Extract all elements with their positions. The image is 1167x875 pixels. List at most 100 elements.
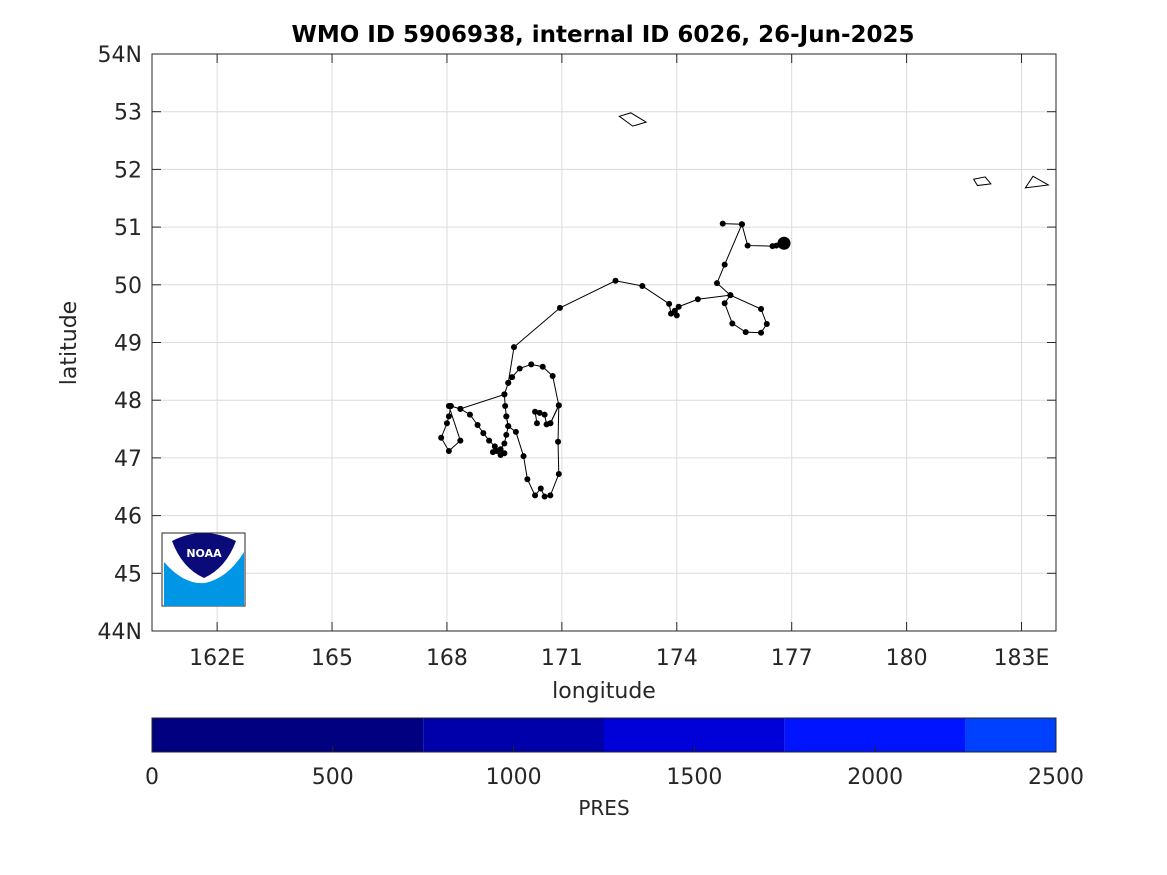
noaa-logo-text: NOAA xyxy=(186,547,222,560)
colorbar-band xyxy=(152,718,424,752)
trajectory-loop-path xyxy=(505,405,560,498)
colorbar-tick-label: 1500 xyxy=(666,765,722,790)
profile-position-marker xyxy=(758,306,765,313)
land-outlines xyxy=(618,112,1050,189)
profile-position-marker xyxy=(520,453,527,460)
profile-position-marker xyxy=(532,408,539,415)
profile-position-marker xyxy=(721,261,728,268)
x-tick-label: 177 xyxy=(771,646,813,671)
x-axis-label: longitude xyxy=(552,679,656,704)
y-tick-label: 48 xyxy=(114,389,142,414)
profile-position-marker xyxy=(541,493,548,500)
profile-position-marker xyxy=(536,409,543,416)
profile-position-marker xyxy=(533,420,540,427)
profile-position-marker xyxy=(719,220,726,227)
x-tick-label: 165 xyxy=(311,646,353,671)
profile-position-marker xyxy=(694,296,701,303)
profile-position-marker xyxy=(497,452,504,459)
profile-position-marker xyxy=(457,405,464,412)
profile-position-marker xyxy=(502,402,509,409)
colorbar-tick-label: 2500 xyxy=(1028,765,1084,790)
profile-position-marker xyxy=(505,379,512,386)
x-tick-label: 171 xyxy=(541,646,583,671)
profile-position-marker xyxy=(541,411,548,418)
profile-position-marker xyxy=(509,374,516,381)
profile-position-marker xyxy=(729,320,736,327)
profile-position-marker xyxy=(501,440,508,447)
x-tick-label: 168 xyxy=(426,646,468,671)
x-tick-label: 183E xyxy=(994,646,1050,671)
profile-position-marker xyxy=(758,329,765,336)
profile-position-marker xyxy=(474,422,481,429)
x-tick-label: 180 xyxy=(886,646,928,671)
profile-position-marker xyxy=(714,280,720,287)
y-tick-label: 50 xyxy=(114,274,142,299)
colorbar-tick-label: 500 xyxy=(312,765,354,790)
profile-position-marker xyxy=(549,372,556,379)
y-tick-label: 54N xyxy=(98,43,142,68)
profile-position-marker xyxy=(744,242,751,249)
profile-position-marker xyxy=(539,363,546,370)
y-tick-label: 51 xyxy=(114,216,142,241)
profile-position-marker xyxy=(532,492,539,499)
map-title: WMO ID 5906938, internal ID 6026, 26-Jun… xyxy=(291,22,914,48)
profile-position-marker xyxy=(738,221,745,228)
profile-position-marker xyxy=(512,428,519,435)
y-tick-label: 46 xyxy=(114,505,142,530)
pressure-colorbar: 0 500 1000 1500 2000 2500 xyxy=(145,717,1084,790)
y-tick-label: 53 xyxy=(114,101,142,126)
profile-position-marker xyxy=(556,304,563,311)
profile-position-marker xyxy=(671,307,678,314)
x-tick-label: 174 xyxy=(656,646,698,671)
profile-position-marker xyxy=(675,303,682,310)
map-grid xyxy=(152,53,1056,632)
profile-position-marker xyxy=(727,292,734,299)
island-outline xyxy=(972,176,992,187)
profile-position-marker xyxy=(555,438,562,445)
colorbar-label: PRES xyxy=(578,796,629,820)
profile-position-marker xyxy=(666,300,673,307)
profile-position-marker xyxy=(742,329,749,336)
profile-position-marker xyxy=(528,361,535,368)
colorbar-tick-label: 2000 xyxy=(847,765,903,790)
profile-position-marker xyxy=(501,391,508,398)
x-tick-label: 162E xyxy=(189,646,245,671)
y-tick-label: 45 xyxy=(114,562,142,587)
noaa-logo: NOAA xyxy=(161,532,246,607)
map-ticks: 162E 165 168 171 174 177 180 183E 44N 45 46 47 48 49 5… xyxy=(98,43,1056,671)
y-tick-label: 44N xyxy=(98,620,142,645)
profile-position-marker xyxy=(547,492,554,499)
colorbar-tick-label: 0 xyxy=(145,765,159,790)
profile-position-marker xyxy=(503,431,510,438)
y-tick-label: 49 xyxy=(114,332,142,357)
profile-position-marker xyxy=(673,312,680,319)
profile-position-marker xyxy=(445,447,452,454)
profile-position-marker xyxy=(503,413,510,420)
colorbar-frame xyxy=(151,717,1057,753)
profile-position-marker xyxy=(516,365,523,372)
profile-position-marker xyxy=(555,402,562,409)
island-outline xyxy=(618,112,648,127)
last-position-marker xyxy=(777,236,791,250)
profile-position-marker xyxy=(505,423,512,430)
profile-position-marker xyxy=(438,434,445,441)
colorbar-band xyxy=(965,718,1056,752)
profile-position-marker xyxy=(457,437,464,444)
profile-position-marker xyxy=(612,277,619,284)
profile-position-marker xyxy=(445,413,452,420)
profile-position-marker xyxy=(639,282,646,289)
profile-position-marker xyxy=(721,300,728,307)
profile-position-marker xyxy=(543,421,550,428)
profile-position-marker xyxy=(491,443,498,450)
colorbar-tick-label: 1000 xyxy=(486,765,542,790)
profile-position-marker xyxy=(524,476,531,483)
profile-position-marker xyxy=(555,471,562,478)
y-axis-label: latitude xyxy=(57,301,82,385)
y-tick-label: 47 xyxy=(114,447,142,472)
profile-position-marker xyxy=(537,485,544,492)
trajectory-path xyxy=(440,223,785,456)
profile-position-marker xyxy=(486,437,493,444)
profile-position-marker xyxy=(443,420,450,427)
profile-position-marker xyxy=(510,344,517,351)
